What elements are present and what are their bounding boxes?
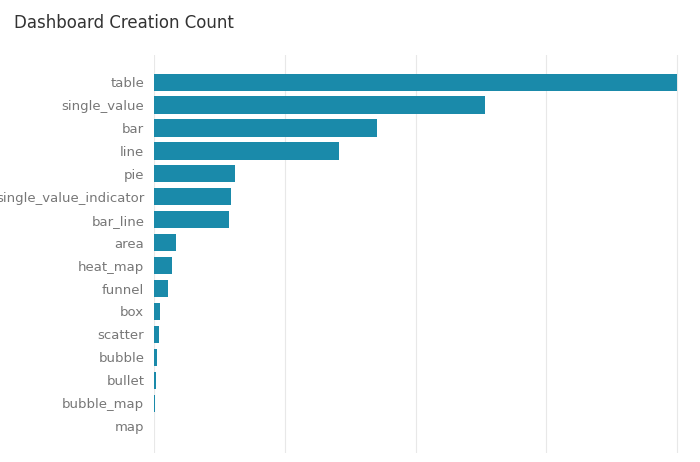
Bar	[154, 188, 231, 206]
Bar	[154, 371, 156, 389]
Bar	[154, 97, 485, 114]
Bar	[154, 142, 339, 159]
Text: Dashboard Creation Count: Dashboard Creation Count	[14, 14, 234, 32]
Bar	[154, 303, 160, 320]
Bar	[154, 119, 377, 137]
Bar	[154, 326, 159, 343]
Bar	[154, 257, 172, 274]
Bar	[154, 349, 157, 366]
Bar	[154, 280, 168, 297]
Bar	[154, 165, 234, 182]
Bar	[154, 395, 155, 412]
Bar	[154, 211, 229, 228]
Bar	[154, 73, 678, 91]
Bar	[154, 234, 176, 251]
